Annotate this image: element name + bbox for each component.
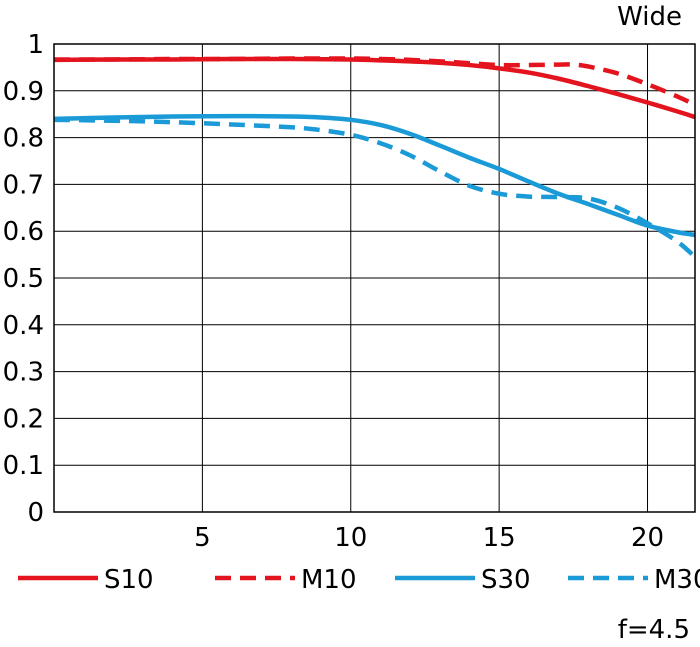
tick-labels: 00.10.20.30.40.50.60.70.80.915 10 15 20 bbox=[3, 30, 664, 553]
chart-title: Wide bbox=[617, 2, 682, 32]
legend-label-s30: S30 bbox=[481, 565, 531, 595]
legend: S10 M10 S30 M30 bbox=[18, 565, 700, 595]
y-tick-label: 0.7 bbox=[3, 170, 44, 200]
x-tick-label: 5 bbox=[194, 523, 211, 553]
legend-label-s10: S10 bbox=[104, 565, 154, 595]
x-tick-label: 20 bbox=[631, 523, 664, 553]
y-tick-label: 0.9 bbox=[3, 77, 44, 107]
grid bbox=[54, 43, 695, 513]
legend-label-m30: M30 bbox=[654, 565, 700, 595]
y-tick-label: 0.4 bbox=[3, 311, 44, 341]
series-line-m10 bbox=[54, 56, 695, 107]
series-line-m30 bbox=[54, 117, 695, 259]
aperture-note: f=4.5 bbox=[618, 615, 690, 645]
x-tick-label: 15 bbox=[483, 523, 516, 553]
y-tick-label: 0.8 bbox=[3, 124, 44, 154]
series-line-s10 bbox=[54, 56, 695, 120]
y-tick-label: 1 bbox=[27, 30, 44, 60]
series-lines bbox=[54, 56, 695, 259]
x-tick-label: 10 bbox=[334, 523, 367, 553]
y-tick-label: 0.5 bbox=[3, 264, 44, 294]
y-tick-label: 0.1 bbox=[3, 451, 44, 481]
y-tick-label: 0 bbox=[27, 498, 44, 528]
y-tick-label: 0.6 bbox=[3, 217, 44, 247]
legend-label-m10: M10 bbox=[301, 565, 357, 595]
y-tick-label: 0.3 bbox=[3, 358, 44, 388]
series-line-s30 bbox=[54, 113, 695, 238]
plot-frame bbox=[53, 43, 696, 513]
y-tick-label: 0.2 bbox=[3, 404, 44, 434]
